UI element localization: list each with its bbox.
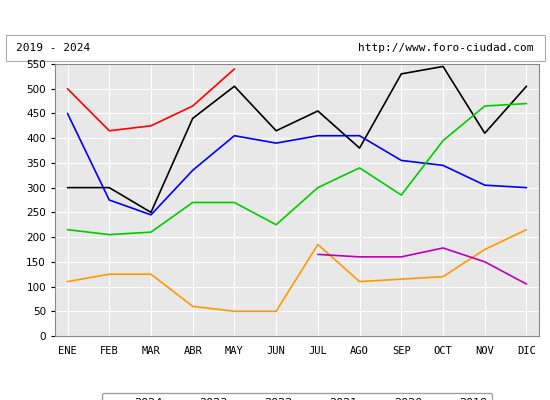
Text: 2019 - 2024: 2019 - 2024 [16,43,91,53]
Legend: 2024, 2023, 2022, 2021, 2020, 2019: 2024, 2023, 2022, 2021, 2020, 2019 [102,393,492,400]
Text: Evolucion Nº Turistas Extranjeros en el municipio de Santa Coloma de Cervelló: Evolucion Nº Turistas Extranjeros en el … [14,10,536,22]
Text: http://www.foro-ciudad.com: http://www.foro-ciudad.com [358,43,534,53]
